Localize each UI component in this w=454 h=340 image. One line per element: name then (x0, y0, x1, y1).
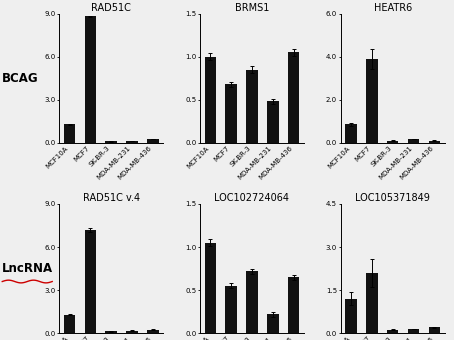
Bar (429, 141, 440, 143)
Bar (288, 277, 300, 333)
Bar (387, 330, 399, 333)
Bar (345, 299, 357, 333)
Bar (126, 330, 138, 333)
Bar (204, 243, 216, 333)
Bar (267, 101, 279, 143)
Bar (225, 84, 237, 143)
Bar (64, 124, 75, 143)
Title: RAD51C: RAD51C (91, 3, 131, 13)
Title: HEATR6: HEATR6 (374, 3, 412, 13)
Bar (288, 52, 300, 143)
Bar (366, 273, 378, 333)
Text: LncRNA: LncRNA (2, 262, 54, 275)
Title: BRMS1: BRMS1 (235, 3, 269, 13)
Bar (225, 286, 237, 333)
Bar (246, 271, 258, 333)
Bar (366, 59, 378, 143)
Bar (246, 70, 258, 143)
Bar (204, 57, 216, 143)
Bar (126, 141, 138, 143)
Bar (387, 141, 399, 143)
Bar (408, 329, 419, 333)
Title: RAD51C v.4: RAD51C v.4 (83, 193, 140, 203)
Title: LOC105371849: LOC105371849 (355, 193, 430, 203)
Bar (147, 329, 159, 333)
Bar (84, 230, 96, 333)
Bar (429, 327, 440, 333)
Bar (64, 314, 75, 333)
Text: BCAG: BCAG (2, 72, 39, 85)
Bar (84, 16, 96, 143)
Bar (267, 314, 279, 333)
Bar (105, 332, 117, 333)
Bar (345, 124, 357, 143)
Bar (105, 141, 117, 143)
Bar (408, 139, 419, 143)
Title: LOC102724064: LOC102724064 (214, 193, 290, 203)
Bar (147, 139, 159, 143)
